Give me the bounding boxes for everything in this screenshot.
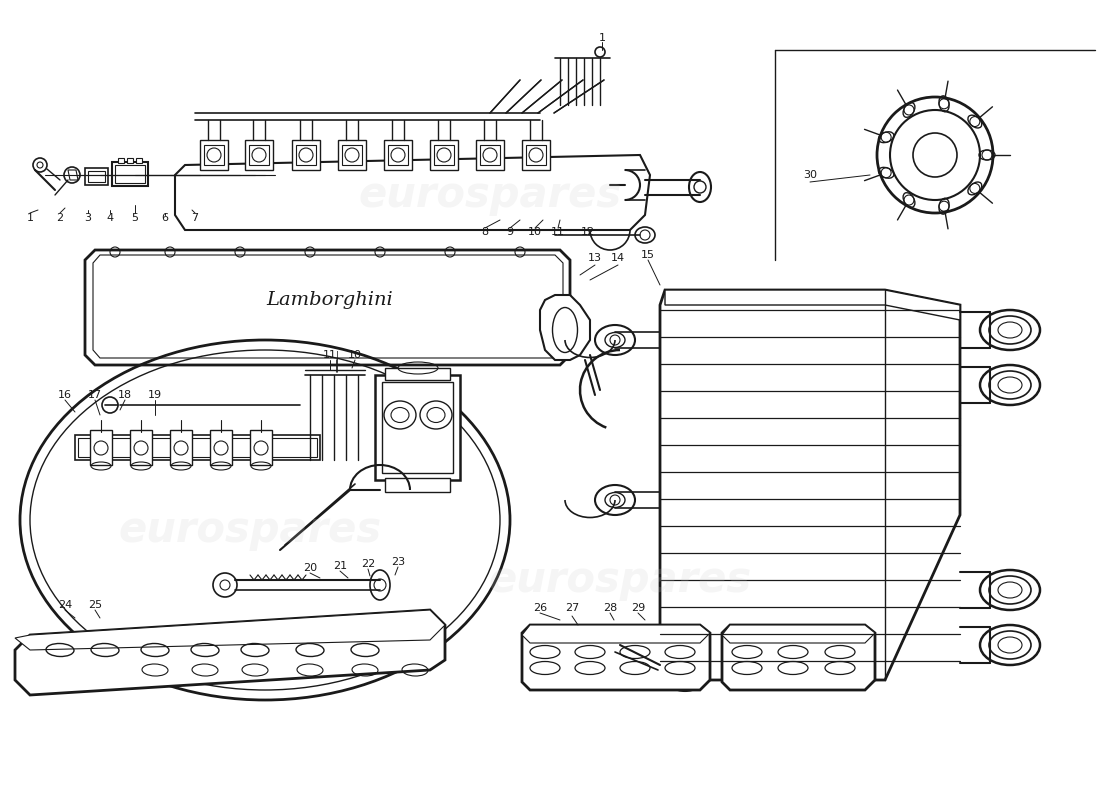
Text: 9: 9 (506, 227, 514, 237)
Polygon shape (85, 168, 108, 185)
Polygon shape (375, 375, 460, 480)
Text: |: | (336, 350, 339, 359)
Polygon shape (480, 145, 501, 165)
Text: 15: 15 (641, 250, 654, 260)
Text: 8: 8 (482, 227, 488, 237)
Text: 28: 28 (603, 603, 617, 613)
Polygon shape (540, 295, 590, 360)
Polygon shape (526, 145, 546, 165)
Text: 16: 16 (58, 390, 72, 400)
Polygon shape (118, 158, 124, 163)
Polygon shape (130, 430, 152, 465)
Polygon shape (175, 155, 650, 230)
Polygon shape (522, 625, 710, 643)
Text: 25: 25 (88, 600, 102, 610)
Text: 10: 10 (348, 350, 362, 360)
Polygon shape (200, 140, 228, 170)
Polygon shape (85, 250, 570, 365)
Text: 18: 18 (118, 390, 132, 400)
Text: 3: 3 (85, 213, 91, 223)
Polygon shape (388, 145, 408, 165)
Polygon shape (249, 145, 270, 165)
Text: 2: 2 (56, 213, 64, 223)
Polygon shape (430, 140, 458, 170)
Polygon shape (136, 158, 142, 163)
Text: 12: 12 (581, 227, 595, 237)
Polygon shape (385, 478, 450, 492)
Polygon shape (210, 430, 232, 465)
Polygon shape (722, 625, 874, 690)
Polygon shape (292, 140, 320, 170)
Polygon shape (15, 610, 446, 650)
Polygon shape (204, 145, 224, 165)
Text: 13: 13 (588, 253, 602, 263)
Text: 17: 17 (88, 390, 102, 400)
Text: 1: 1 (598, 33, 605, 43)
Polygon shape (522, 140, 550, 170)
Text: eurospares: eurospares (119, 509, 382, 551)
Text: 30: 30 (803, 170, 817, 180)
Text: 14: 14 (610, 253, 625, 263)
Text: 21: 21 (333, 561, 348, 571)
Polygon shape (522, 625, 710, 690)
Text: eurospares: eurospares (488, 559, 751, 601)
Text: 20: 20 (302, 563, 317, 573)
Text: 5: 5 (132, 213, 139, 223)
Polygon shape (338, 140, 366, 170)
Text: 10: 10 (528, 227, 542, 237)
Text: 7: 7 (191, 213, 199, 223)
Polygon shape (722, 625, 874, 643)
Polygon shape (170, 430, 192, 465)
Text: 6: 6 (162, 213, 168, 223)
Text: 19: 19 (147, 390, 162, 400)
Polygon shape (15, 610, 446, 695)
Text: 26: 26 (532, 603, 547, 613)
Text: 22: 22 (361, 559, 375, 569)
Polygon shape (250, 430, 272, 465)
Text: 11: 11 (551, 227, 565, 237)
Text: 27: 27 (565, 603, 579, 613)
Polygon shape (75, 435, 320, 460)
Text: 24: 24 (58, 600, 73, 610)
Polygon shape (342, 145, 362, 165)
Polygon shape (112, 162, 148, 186)
Polygon shape (126, 158, 133, 163)
Text: Lamborghini: Lamborghini (266, 291, 394, 309)
Circle shape (37, 162, 43, 168)
Text: 1: 1 (26, 213, 33, 223)
Polygon shape (434, 145, 454, 165)
Polygon shape (666, 290, 960, 320)
Polygon shape (384, 140, 412, 170)
Text: 29: 29 (631, 603, 645, 613)
Polygon shape (245, 140, 273, 170)
Polygon shape (385, 368, 450, 380)
Polygon shape (90, 430, 112, 465)
Text: 23: 23 (390, 557, 405, 567)
Text: eurospares: eurospares (359, 174, 622, 216)
Text: 4: 4 (107, 213, 113, 223)
Text: 11: 11 (323, 350, 337, 360)
Polygon shape (476, 140, 504, 170)
Polygon shape (660, 290, 960, 680)
Polygon shape (296, 145, 316, 165)
